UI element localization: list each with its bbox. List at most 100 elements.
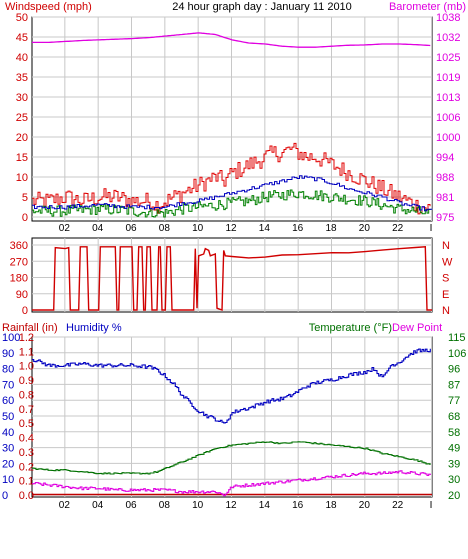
temp-time-label-5: 12 <box>225 500 237 511</box>
wind-tick-10: 50 <box>16 12 28 24</box>
wind-tick-1: 5 <box>22 192 28 204</box>
baro-tick-9: 1032 <box>436 32 460 44</box>
wind-time-label-10: 22 <box>392 223 404 234</box>
humidity-tick-10: 100 <box>2 332 20 344</box>
temp-tick-6: 77 <box>448 395 460 407</box>
rain-tick-6: 0.7 <box>19 404 34 416</box>
temp-panel-time-axis: 02 04 06 08 10 12 14 16 18 20 22 I <box>59 500 433 511</box>
wind-time-label-0: 02 <box>59 223 71 234</box>
wind-time-label-2: 06 <box>125 223 137 234</box>
barometer-line <box>32 32 431 48</box>
temp-tick-0: 20 <box>448 490 460 502</box>
rain-tick-7: 0.8 <box>19 389 34 401</box>
wind-direction-line <box>32 246 432 311</box>
baro-tick-8: 1025 <box>436 52 460 64</box>
compass-tick-1: W <box>442 256 453 268</box>
humidity-tick-8: 80 <box>2 364 14 376</box>
humidity-tick-5: 50 <box>2 411 14 423</box>
humidity-tick-2: 20 <box>2 458 14 470</box>
wind-tick-8: 40 <box>16 52 28 64</box>
temp-tick-5: 68 <box>448 411 460 423</box>
wind-gust-line <box>32 142 431 215</box>
wind-time-label-9: 20 <box>359 223 371 234</box>
wind-time-label-6: 14 <box>259 223 271 234</box>
temp-tick-10: 115 <box>448 332 466 344</box>
windspeed-header-label: Windspeed (mph) <box>5 1 92 13</box>
rainfall-axis-label: Rainfall (in) <box>2 322 58 334</box>
temp-time-label-2: 06 <box>125 500 137 511</box>
temp-panel-grid <box>32 336 432 497</box>
baro-tick-1: 981 <box>436 192 454 204</box>
humidity-tick-7: 70 <box>2 379 14 391</box>
rain-tick-1: 0.1 <box>19 476 34 488</box>
temperature-axis: 20 30 39 49 58 68 77 87 96 106 115 <box>448 332 466 502</box>
rain-tick-0: 0.0 <box>19 490 34 502</box>
wind-tick-6: 30 <box>16 92 28 104</box>
baro-tick-2: 988 <box>436 172 454 184</box>
wind-time-label-7: 16 <box>292 223 304 234</box>
wind-tick-9: 45 <box>16 32 28 44</box>
temperature-axis-label: Temperature (°F) <box>309 322 392 334</box>
temp-time-label-6: 14 <box>259 500 271 511</box>
dewpoint-line <box>32 470 431 497</box>
temp-tick-9: 106 <box>448 348 466 360</box>
temp-time-label-1: 04 <box>92 500 104 511</box>
humidity-tick-3: 30 <box>2 443 14 455</box>
temp-tick-1: 30 <box>448 474 460 486</box>
wind-average-line <box>32 175 433 212</box>
humidity-axis: 0 10 20 30 40 50 60 70 80 90 100 <box>2 332 20 502</box>
wind-time-label-1: 04 <box>92 223 104 234</box>
rain-tick-8: 0.9 <box>19 375 34 387</box>
wind-tick-0: 0 <box>22 212 28 224</box>
wind-speed-line <box>32 189 431 218</box>
rain-tick-5: 0.5 <box>19 418 34 430</box>
humidity-axis-label: Humidity % <box>66 322 122 334</box>
temp-time-label-4: 10 <box>192 500 204 511</box>
temp-time-label-3: 08 <box>159 500 171 511</box>
temp-time-label-7: 16 <box>292 500 304 511</box>
compass-tick-0: N <box>442 240 450 252</box>
wind-tick-5: 25 <box>16 112 28 124</box>
temp-tick-7: 87 <box>448 379 460 391</box>
temp-time-label-0: 02 <box>59 500 71 511</box>
baro-tick-0: 975 <box>436 212 454 224</box>
temp-panel-series <box>32 348 432 497</box>
wind-time-label-8: 18 <box>325 223 337 234</box>
baro-tick-5: 1006 <box>436 112 460 124</box>
compass-tick-3: E <box>442 289 449 301</box>
wind-time-label-3: 08 <box>159 223 171 234</box>
barometer-header-label: Barometer (mb) <box>389 1 466 13</box>
wind-tick-7: 35 <box>16 72 28 84</box>
wind-panel-time-axis: 02 04 06 08 10 12 14 16 18 20 22 I <box>59 223 433 234</box>
rain-tick-11: 1.2 <box>19 332 34 344</box>
humidity-tick-1: 10 <box>2 474 14 486</box>
rain-tick-9: 1.0 <box>19 361 34 373</box>
baro-tick-6: 1013 <box>436 92 460 104</box>
direction-degree-axis: 0 90 180 270 360 <box>10 240 28 317</box>
direction-series <box>32 246 432 311</box>
dewpoint-axis-label: Dew Point <box>392 322 442 334</box>
wind-time-label-11: I <box>430 223 433 234</box>
temp-time-label-11: I <box>430 500 433 511</box>
wind-tick-2: 10 <box>16 172 28 184</box>
temp-time-label-9: 20 <box>359 500 371 511</box>
wind-speed-axis: 0 5 10 15 20 25 30 35 40 45 50 <box>16 12 28 224</box>
rain-tick-10: 1.1 <box>19 346 34 358</box>
temp-tick-8: 96 <box>448 364 460 376</box>
baro-tick-3: 994 <box>436 152 454 164</box>
wind-tick-4: 20 <box>16 132 28 144</box>
dir-tick-0: 0 <box>22 305 28 317</box>
humidity-tick-6: 60 <box>2 395 14 407</box>
humidity-tick-9: 90 <box>2 348 14 360</box>
dir-tick-4: 360 <box>10 240 28 252</box>
wind-time-label-5: 12 <box>225 223 237 234</box>
wind-panel-series <box>32 32 433 218</box>
rain-tick-2: 0.2 <box>19 461 34 473</box>
dir-tick-2: 180 <box>10 273 28 285</box>
barometer-axis: 975 981 988 994 1000 1006 1013 1019 1025 1032 1038 <box>436 12 460 224</box>
